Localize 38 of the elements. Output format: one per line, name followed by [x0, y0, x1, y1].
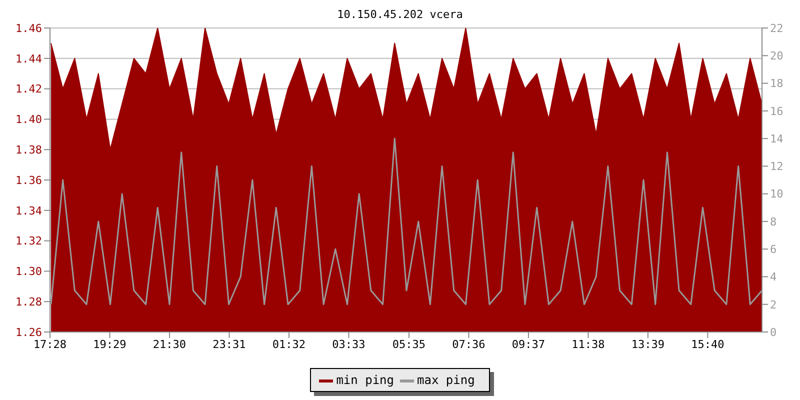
x-tick-label: 21:30 — [152, 338, 186, 351]
y2-tick-label: 22 — [770, 22, 784, 35]
y2-tick-label: 12 — [770, 160, 784, 174]
x-tick-label: 01:32 — [272, 338, 306, 351]
y2-tick-label: 6 — [770, 242, 777, 256]
legend-label: min ping — [335, 373, 394, 387]
y-tick-label: 1.28 — [16, 296, 42, 309]
x-tick-label: 05:35 — [392, 338, 426, 351]
x-tick-label: 03:33 — [332, 338, 366, 351]
y2-tick-label: 10 — [770, 188, 784, 201]
y2-tick-label: 20 — [770, 50, 784, 63]
x-tick-label: 19:29 — [93, 338, 126, 351]
x-tick-label: 13:39 — [631, 338, 665, 351]
y-tick-label: 1.26 — [16, 326, 42, 339]
y-tick-label: 1.44 — [16, 52, 42, 66]
legend-label: max ping — [416, 373, 475, 387]
y2-tick-label: 4 — [770, 270, 777, 284]
chart-title: 10.150.45.202 vcera — [336, 8, 464, 22]
x-tick-label: 17:28 — [33, 338, 67, 351]
y-tick-label: 1.42 — [16, 82, 42, 96]
x-tick-label: 23:31 — [212, 338, 246, 351]
x-tick-label: 07:36 — [452, 338, 486, 351]
y2-tick-label: 0 — [770, 326, 777, 339]
x-tick-label: 11:38 — [572, 338, 605, 351]
y-tick-label: 1.30 — [16, 265, 42, 278]
y-tick-label: 1.32 — [16, 234, 42, 248]
y-tick-label: 1.38 — [16, 144, 42, 157]
y2-tick-label: 14 — [770, 132, 784, 146]
y2-tick-label: 8 — [770, 215, 777, 228]
y2-tick-label: 18 — [770, 77, 784, 90]
y-tick-label: 1.36 — [16, 174, 42, 187]
y-tick-label: 1.34 — [16, 204, 42, 218]
x-tick-label: 09:37 — [512, 338, 546, 351]
x-tick-label: 15:40 — [691, 338, 724, 351]
y2-tick-label: 16 — [770, 104, 784, 118]
y-tick-label: 1.40 — [16, 113, 42, 126]
y2-tick-label: 2 — [770, 298, 777, 312]
y-tick-label: 1.46 — [16, 22, 42, 35]
